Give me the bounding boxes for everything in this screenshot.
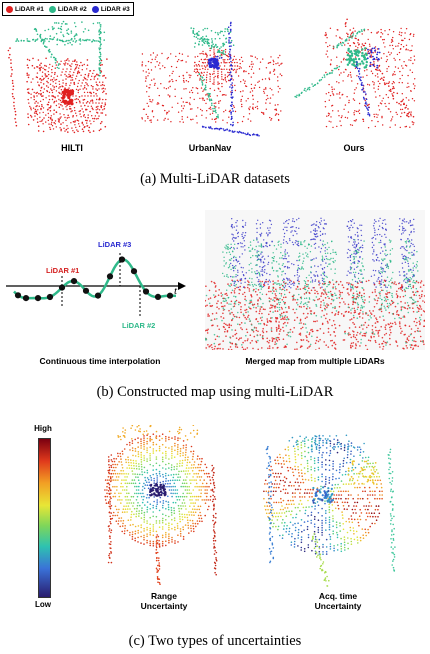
dataset-label-ours: Ours xyxy=(343,143,365,153)
label-continuous-time: Continuous time interpolation xyxy=(39,356,161,366)
legend-item-lidar2: LiDAR #2 xyxy=(48,5,87,13)
lidar2-label: LiDAR #2 xyxy=(122,321,156,330)
merged-map-image xyxy=(205,210,425,350)
lidar1-label: LiDAR #1 xyxy=(46,266,80,275)
red-dot-icon xyxy=(6,5,13,13)
green-dot-icon xyxy=(48,5,56,13)
sample-point xyxy=(94,292,102,299)
hilti-point-cloud xyxy=(7,20,108,134)
acq-time-uncertainty-map xyxy=(263,434,396,587)
time-symbol: t xyxy=(174,285,178,297)
label-merged-map: Merged map from multiple LiDARs xyxy=(245,356,385,366)
dataset-label-hilti: HILTI xyxy=(61,143,83,153)
sample-point xyxy=(22,295,30,302)
sample-point xyxy=(46,293,54,301)
caption-c: (c) Two types of uncertainties xyxy=(128,633,302,649)
range-uncertainty-label: Range Uncertainty xyxy=(140,591,188,611)
dataset-label-urbannav: UrbanNav xyxy=(188,143,232,153)
colorbar-high-label: High xyxy=(34,424,52,433)
legend: LiDAR #1 LiDAR #2 LiDAR #3 xyxy=(2,2,134,16)
sample-point xyxy=(142,288,150,295)
acq-time-uncertainty-label: Acq. time Uncertainty xyxy=(314,591,362,611)
sample-point xyxy=(166,292,174,299)
sample-point xyxy=(14,292,22,299)
legend-item-lidar3: LiDAR #3 xyxy=(91,5,130,13)
colorbar-low-label: Low xyxy=(35,600,51,609)
interpolated-trajectory xyxy=(13,258,177,300)
legend-item-lidar1: LiDAR #1 xyxy=(6,5,44,13)
sample-point xyxy=(58,284,66,291)
sample-point xyxy=(130,268,138,275)
blue-dot-icon xyxy=(91,5,99,13)
sample-point xyxy=(34,295,42,302)
ours-point-cloud xyxy=(294,18,416,129)
caption-b: (b) Constructed map using multi-LiDAR xyxy=(96,384,334,400)
time-axis-arrowhead xyxy=(178,282,186,290)
lidar3-label: LiDAR #3 xyxy=(98,240,132,249)
urbannav-point-cloud xyxy=(141,21,283,137)
colorbar xyxy=(38,438,51,598)
sample-point xyxy=(154,293,162,300)
interpolation-diagram xyxy=(6,253,186,318)
sample-point xyxy=(106,273,114,280)
sample-point xyxy=(70,278,78,285)
sample-point xyxy=(82,287,90,294)
range-uncertainty-map xyxy=(104,425,218,585)
caption-a: (a) Multi-LiDAR datasets xyxy=(140,171,290,187)
